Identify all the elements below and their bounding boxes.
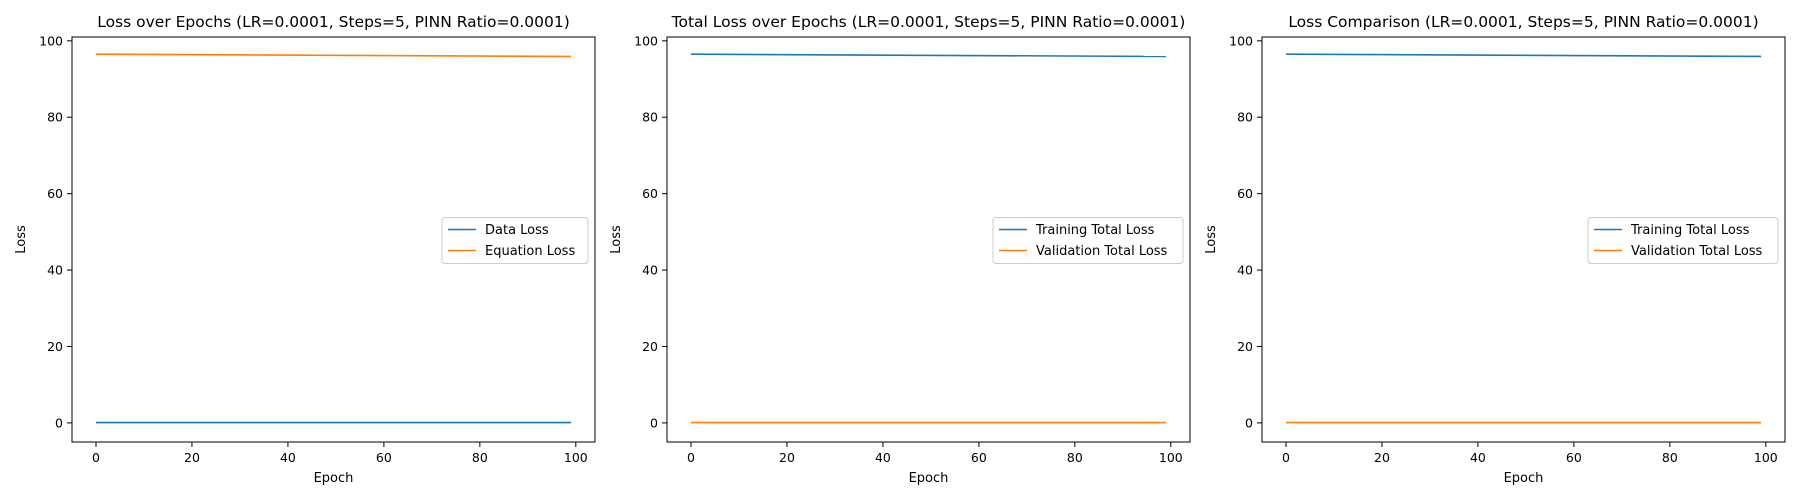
x-tick-label: 0: [92, 450, 100, 465]
y-tick-label: 40: [47, 263, 63, 278]
plot-frame: [71, 36, 596, 443]
y-tick-label: 0: [55, 415, 63, 430]
y-tick-label: 60: [1237, 186, 1253, 201]
x-axis-label: Epoch: [909, 471, 949, 486]
x-tick-label: 80: [1662, 450, 1678, 465]
legend: Training Total Loss Validation Total Loss: [1587, 217, 1779, 264]
y-tick-label: 80: [1237, 110, 1253, 125]
x-tick-label: 40: [875, 450, 891, 465]
x-tick-label: 100: [1754, 450, 1778, 465]
x-tick-label: 0: [687, 450, 695, 465]
x-tick-label: 20: [779, 450, 795, 465]
y-tick-label: 20: [47, 339, 63, 354]
x-tick-label: 60: [971, 450, 987, 465]
y-tick-label: 100: [634, 33, 658, 48]
y-tick-label: 40: [642, 263, 658, 278]
legend-label: Training Total Loss: [1630, 223, 1750, 238]
x-tick-label: 60: [376, 450, 392, 465]
legend: Training Total Loss Validation Total Loss: [992, 217, 1184, 264]
chart-title: Loss Comparison (LR=0.0001, Steps=5, PIN…: [1288, 13, 1758, 31]
x-axis-label: Epoch: [1504, 471, 1544, 486]
y-tick-label: 80: [642, 110, 658, 125]
series-line-2: [95, 53, 572, 58]
series-line-1: [1285, 53, 1762, 58]
chart-panel-3: Loss Comparison (LR=0.0001, Steps=5, PIN…: [1204, 13, 1786, 486]
y-tick-label: 0: [650, 415, 658, 430]
x-tick-label: 20: [1374, 450, 1390, 465]
x-tick-label: 100: [564, 450, 588, 465]
x-axis-label: Epoch: [314, 471, 354, 486]
y-tick-label: 0: [1245, 415, 1253, 430]
y-tick-label: 60: [642, 186, 658, 201]
y-tick-label: 20: [1237, 339, 1253, 354]
plot-frame: [666, 36, 1191, 443]
legend-label: Training Total Loss: [1035, 223, 1155, 238]
x-tick-label: 80: [1067, 450, 1083, 465]
y-axis-label: Loss: [609, 225, 624, 254]
x-tick-label: 80: [472, 450, 488, 465]
y-tick-label: 20: [642, 339, 658, 354]
y-tick-label: 100: [1229, 33, 1253, 48]
legend-label: Equation Loss: [485, 244, 575, 259]
x-tick-label: 60: [1566, 450, 1582, 465]
legend-label: Validation Total Loss: [1631, 244, 1763, 259]
y-tick-label: 40: [1237, 263, 1253, 278]
x-tick-label: 20: [184, 450, 200, 465]
x-tick-label: 0: [1282, 450, 1290, 465]
x-tick-label: 100: [1159, 450, 1183, 465]
chart-panel-2: Total Loss over Epochs (LR=0.0001, Steps…: [609, 13, 1191, 486]
legend-box: [1587, 217, 1779, 264]
chart-panel-1: Loss over Epochs (LR=0.0001, Steps=5, PI…: [14, 13, 596, 486]
series-line-1: [690, 53, 1167, 58]
legend-box: [992, 217, 1184, 264]
x-tick-label: 40: [1470, 450, 1486, 465]
legend-label: Validation Total Loss: [1036, 244, 1168, 259]
y-axis-label: Loss: [1204, 225, 1219, 254]
chart-title: Total Loss over Epochs (LR=0.0001, Steps…: [671, 13, 1186, 31]
y-tick-label: 60: [47, 186, 63, 201]
y-axis-label: Loss: [14, 225, 29, 254]
legend-box: [441, 217, 589, 264]
plot-frame: [1261, 36, 1786, 443]
y-tick-label: 80: [47, 110, 63, 125]
chart-title: Loss over Epochs (LR=0.0001, Steps=5, PI…: [97, 13, 570, 31]
legend: Data Loss Equation Loss: [441, 217, 589, 264]
legend-label: Data Loss: [485, 223, 549, 238]
y-tick-label: 100: [39, 33, 63, 48]
x-tick-label: 40: [280, 450, 296, 465]
